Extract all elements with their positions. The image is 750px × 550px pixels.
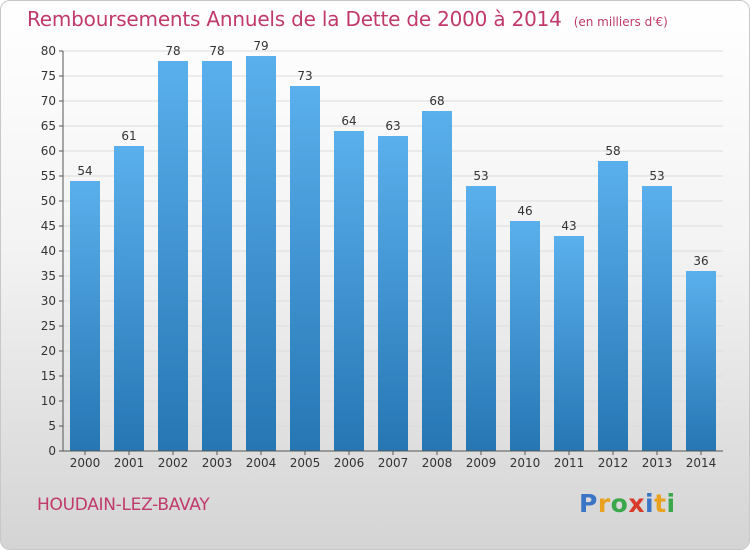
data-label: 64 (341, 114, 356, 128)
x-tick-label: 2014 (686, 456, 717, 470)
logo-letter: x (628, 489, 645, 518)
y-tick-label: 20 (41, 344, 56, 358)
bars (70, 56, 716, 451)
x-tick-label: 2013 (642, 456, 673, 470)
data-label: 53 (649, 169, 664, 183)
logo-letter: t (654, 489, 667, 518)
x-tick-label: 2012 (598, 456, 629, 470)
x-tick-label: 2007 (378, 456, 409, 470)
y-tick-label: 0 (48, 444, 56, 458)
x-tick-label: 2006 (334, 456, 365, 470)
data-label: 78 (165, 44, 180, 58)
bar (290, 86, 320, 451)
y-tick-label: 15 (41, 369, 56, 383)
x-tick-label: 2011 (554, 456, 585, 470)
bar (642, 186, 672, 451)
data-label: 79 (253, 39, 268, 53)
commune-name: HOUDAIN-LEZ-BAVAY (37, 495, 210, 515)
bar (70, 181, 100, 451)
x-tick-label: 2008 (422, 456, 453, 470)
x-axis: 2000 2001 2002 2003 2004 2005 2006 2007 2008 2009… (63, 450, 723, 470)
y-tick-label: 25 (41, 319, 56, 333)
x-tick-label: 2002 (158, 456, 189, 470)
y-tick-label: 50 (41, 194, 56, 208)
y-tick-label: 45 (41, 219, 56, 233)
bar (686, 271, 716, 451)
bar (334, 131, 364, 451)
x-tick-label: 2005 (290, 456, 321, 470)
bar (114, 146, 144, 451)
bar (158, 61, 188, 451)
data-label: 68 (429, 94, 444, 108)
y-tick-label: 70 (41, 94, 56, 108)
y-tick-label: 65 (41, 119, 56, 133)
data-label: 36 (693, 254, 708, 268)
y-tick-label: 10 (41, 394, 56, 408)
proxiti-logo: Proxiti (579, 489, 676, 518)
x-tick-label: 2001 (114, 456, 145, 470)
y-tick-label: 55 (41, 169, 56, 183)
bar (202, 61, 232, 451)
bar (466, 186, 496, 451)
x-tick-label: 2009 (466, 456, 497, 470)
y-tick-label: 35 (41, 269, 56, 283)
x-tick-label: 2010 (510, 456, 541, 470)
y-tick-label: 40 (41, 244, 56, 258)
data-label: 61 (121, 129, 136, 143)
data-label: 78 (209, 44, 224, 58)
data-label: 58 (605, 144, 620, 158)
chart-title: Remboursements Annuels de la Dette de 20… (27, 7, 562, 31)
y-tick-label: 30 (41, 294, 56, 308)
x-tick-label: 2004 (246, 456, 277, 470)
data-label: 46 (517, 204, 532, 218)
bar (598, 161, 628, 451)
x-tick-label: 2003 (202, 456, 233, 470)
y-tick-label: 5 (48, 419, 56, 433)
x-tick-label: 2000 (70, 456, 101, 470)
logo-letter: P (579, 489, 598, 518)
y-tick-label: 75 (41, 69, 56, 83)
title-row: Remboursements Annuels de la Dette de 20… (27, 7, 668, 31)
bar (510, 221, 540, 451)
data-label: 53 (473, 169, 488, 183)
logo-letter: i (645, 489, 655, 518)
y-axis: 0 5 10 15 20 25 30 35 40 45 50 55 60 65 70 75 80 (41, 44, 64, 458)
bar (378, 136, 408, 451)
data-labels: 54 61 78 78 79 73 64 63 68 53 46 43 58 53 36 (77, 39, 708, 268)
data-label: 54 (77, 164, 92, 178)
logo-letter: i (666, 489, 676, 518)
bar (554, 236, 584, 451)
y-tick-label: 60 (41, 144, 56, 158)
data-label: 73 (297, 69, 312, 83)
y-tick-label: 80 (41, 44, 56, 58)
bar (246, 56, 276, 451)
chart-subtitle: (en milliers d'€) (573, 15, 668, 29)
logo-letter: r (597, 489, 611, 518)
data-label: 43 (561, 219, 576, 233)
bar (422, 111, 452, 451)
logo-letter: o (610, 489, 629, 518)
data-label: 63 (385, 119, 400, 133)
